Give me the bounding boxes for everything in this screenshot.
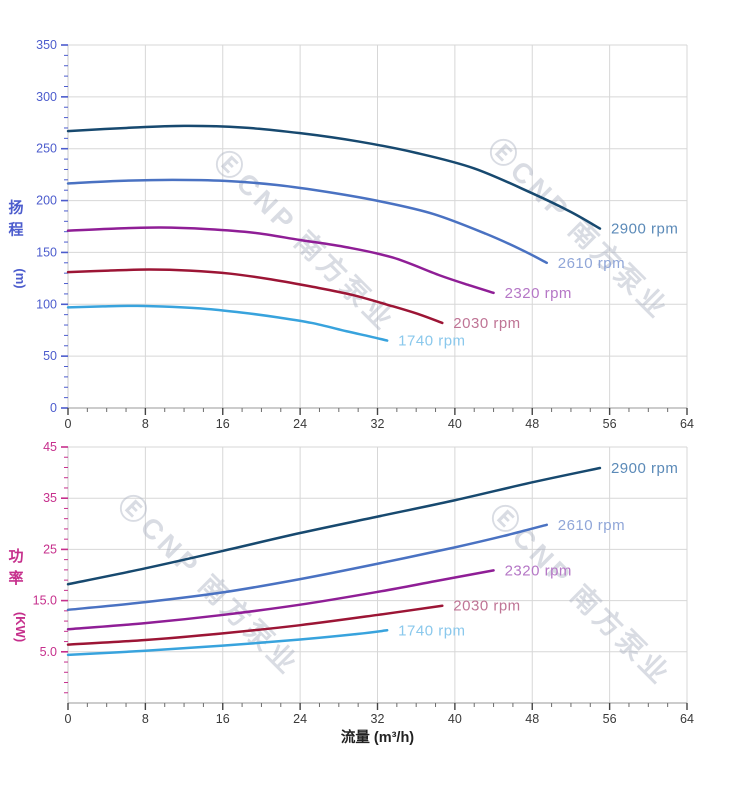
x-tick-label: 0 — [65, 712, 72, 726]
y-tick-label: 150 — [36, 245, 57, 259]
x-tick-label: 24 — [293, 417, 307, 431]
x-tick-label: 0 — [65, 417, 72, 431]
y-tick-label: 25 — [43, 542, 57, 556]
curve-label-2610-rpm: 2610 rpm — [558, 255, 625, 272]
y-tick-label: 0 — [50, 401, 57, 415]
x-tick-label: 40 — [448, 712, 462, 726]
y-tick-label: 50 — [43, 349, 57, 363]
x-tick-label: 64 — [680, 712, 694, 726]
curve-power-vs-flow-2320-rpm — [66, 569, 495, 631]
curve-head-vs-flow-2610-rpm — [66, 178, 549, 265]
y-axis-title-char: 程 — [8, 222, 23, 239]
y-axis-title-unit: (m) — [13, 268, 28, 288]
curve-head-vs-flow-2320-rpm — [66, 226, 495, 295]
curve-label-2900-rpm: 2900 rpm — [611, 221, 678, 238]
curve-head-vs-flow-2030-rpm — [66, 268, 444, 325]
curve-head-vs-flow-2900-rpm — [66, 124, 602, 230]
curve-label-2320-rpm: 2320 rpm — [505, 562, 572, 579]
y-tick-label: 250 — [36, 142, 57, 156]
x-tick-label: 48 — [525, 712, 539, 726]
curve-label-2900-rpm: 2900 rpm — [611, 460, 678, 477]
y-tick-label: 100 — [36, 297, 57, 311]
y-tick-label: 300 — [36, 90, 57, 104]
y-tick-label: 200 — [36, 194, 57, 208]
curve-label-2030-rpm: 2030 rpm — [453, 598, 520, 615]
x-tick-label: 8 — [142, 712, 149, 726]
x-axis-title: 流量 (m³/h) — [341, 728, 414, 746]
y-axis-title-char: 扬 — [8, 199, 23, 217]
curve-label-1740-rpm: 1740 rpm — [398, 333, 465, 350]
y-tick-label: 350 — [36, 38, 57, 52]
x-tick-label: 16 — [216, 712, 230, 726]
y-tick-label: 45 — [43, 440, 57, 454]
x-tick-label: 56 — [603, 417, 617, 431]
curve-label-2610-rpm: 2610 rpm — [558, 517, 625, 534]
y-axis-title-char: 功 — [8, 548, 23, 565]
x-tick-label: 56 — [603, 712, 617, 726]
curve-power-vs-flow-2900-rpm — [66, 466, 602, 586]
curve-label-2320-rpm: 2320 rpm — [505, 285, 572, 302]
y-tick-label: 15.0 — [33, 594, 57, 608]
x-tick-label: 32 — [371, 712, 385, 726]
x-tick-label: 64 — [680, 417, 694, 431]
y-axis-title-unit: (KW) — [13, 612, 28, 642]
y-tick-label: 5.0 — [40, 645, 57, 659]
curve-head-vs-flow-1740-rpm — [66, 304, 389, 342]
x-tick-label: 24 — [293, 712, 307, 726]
curve-power-vs-flow-1740-rpm — [66, 629, 389, 657]
curve-label-2030-rpm: 2030 rpm — [453, 315, 520, 332]
curve-label-1740-rpm: 1740 rpm — [398, 622, 465, 639]
y-axis-title-char: 率 — [8, 569, 23, 587]
x-tick-label: 40 — [448, 417, 462, 431]
curve-power-vs-flow-2610-rpm — [66, 523, 549, 612]
curve-power-vs-flow-2030-rpm — [66, 604, 444, 646]
x-tick-label: 8 — [142, 417, 149, 431]
x-tick-label: 32 — [371, 417, 385, 431]
x-tick-label: 48 — [525, 417, 539, 431]
y-tick-label: 35 — [43, 491, 57, 505]
x-tick-label: 16 — [216, 417, 230, 431]
